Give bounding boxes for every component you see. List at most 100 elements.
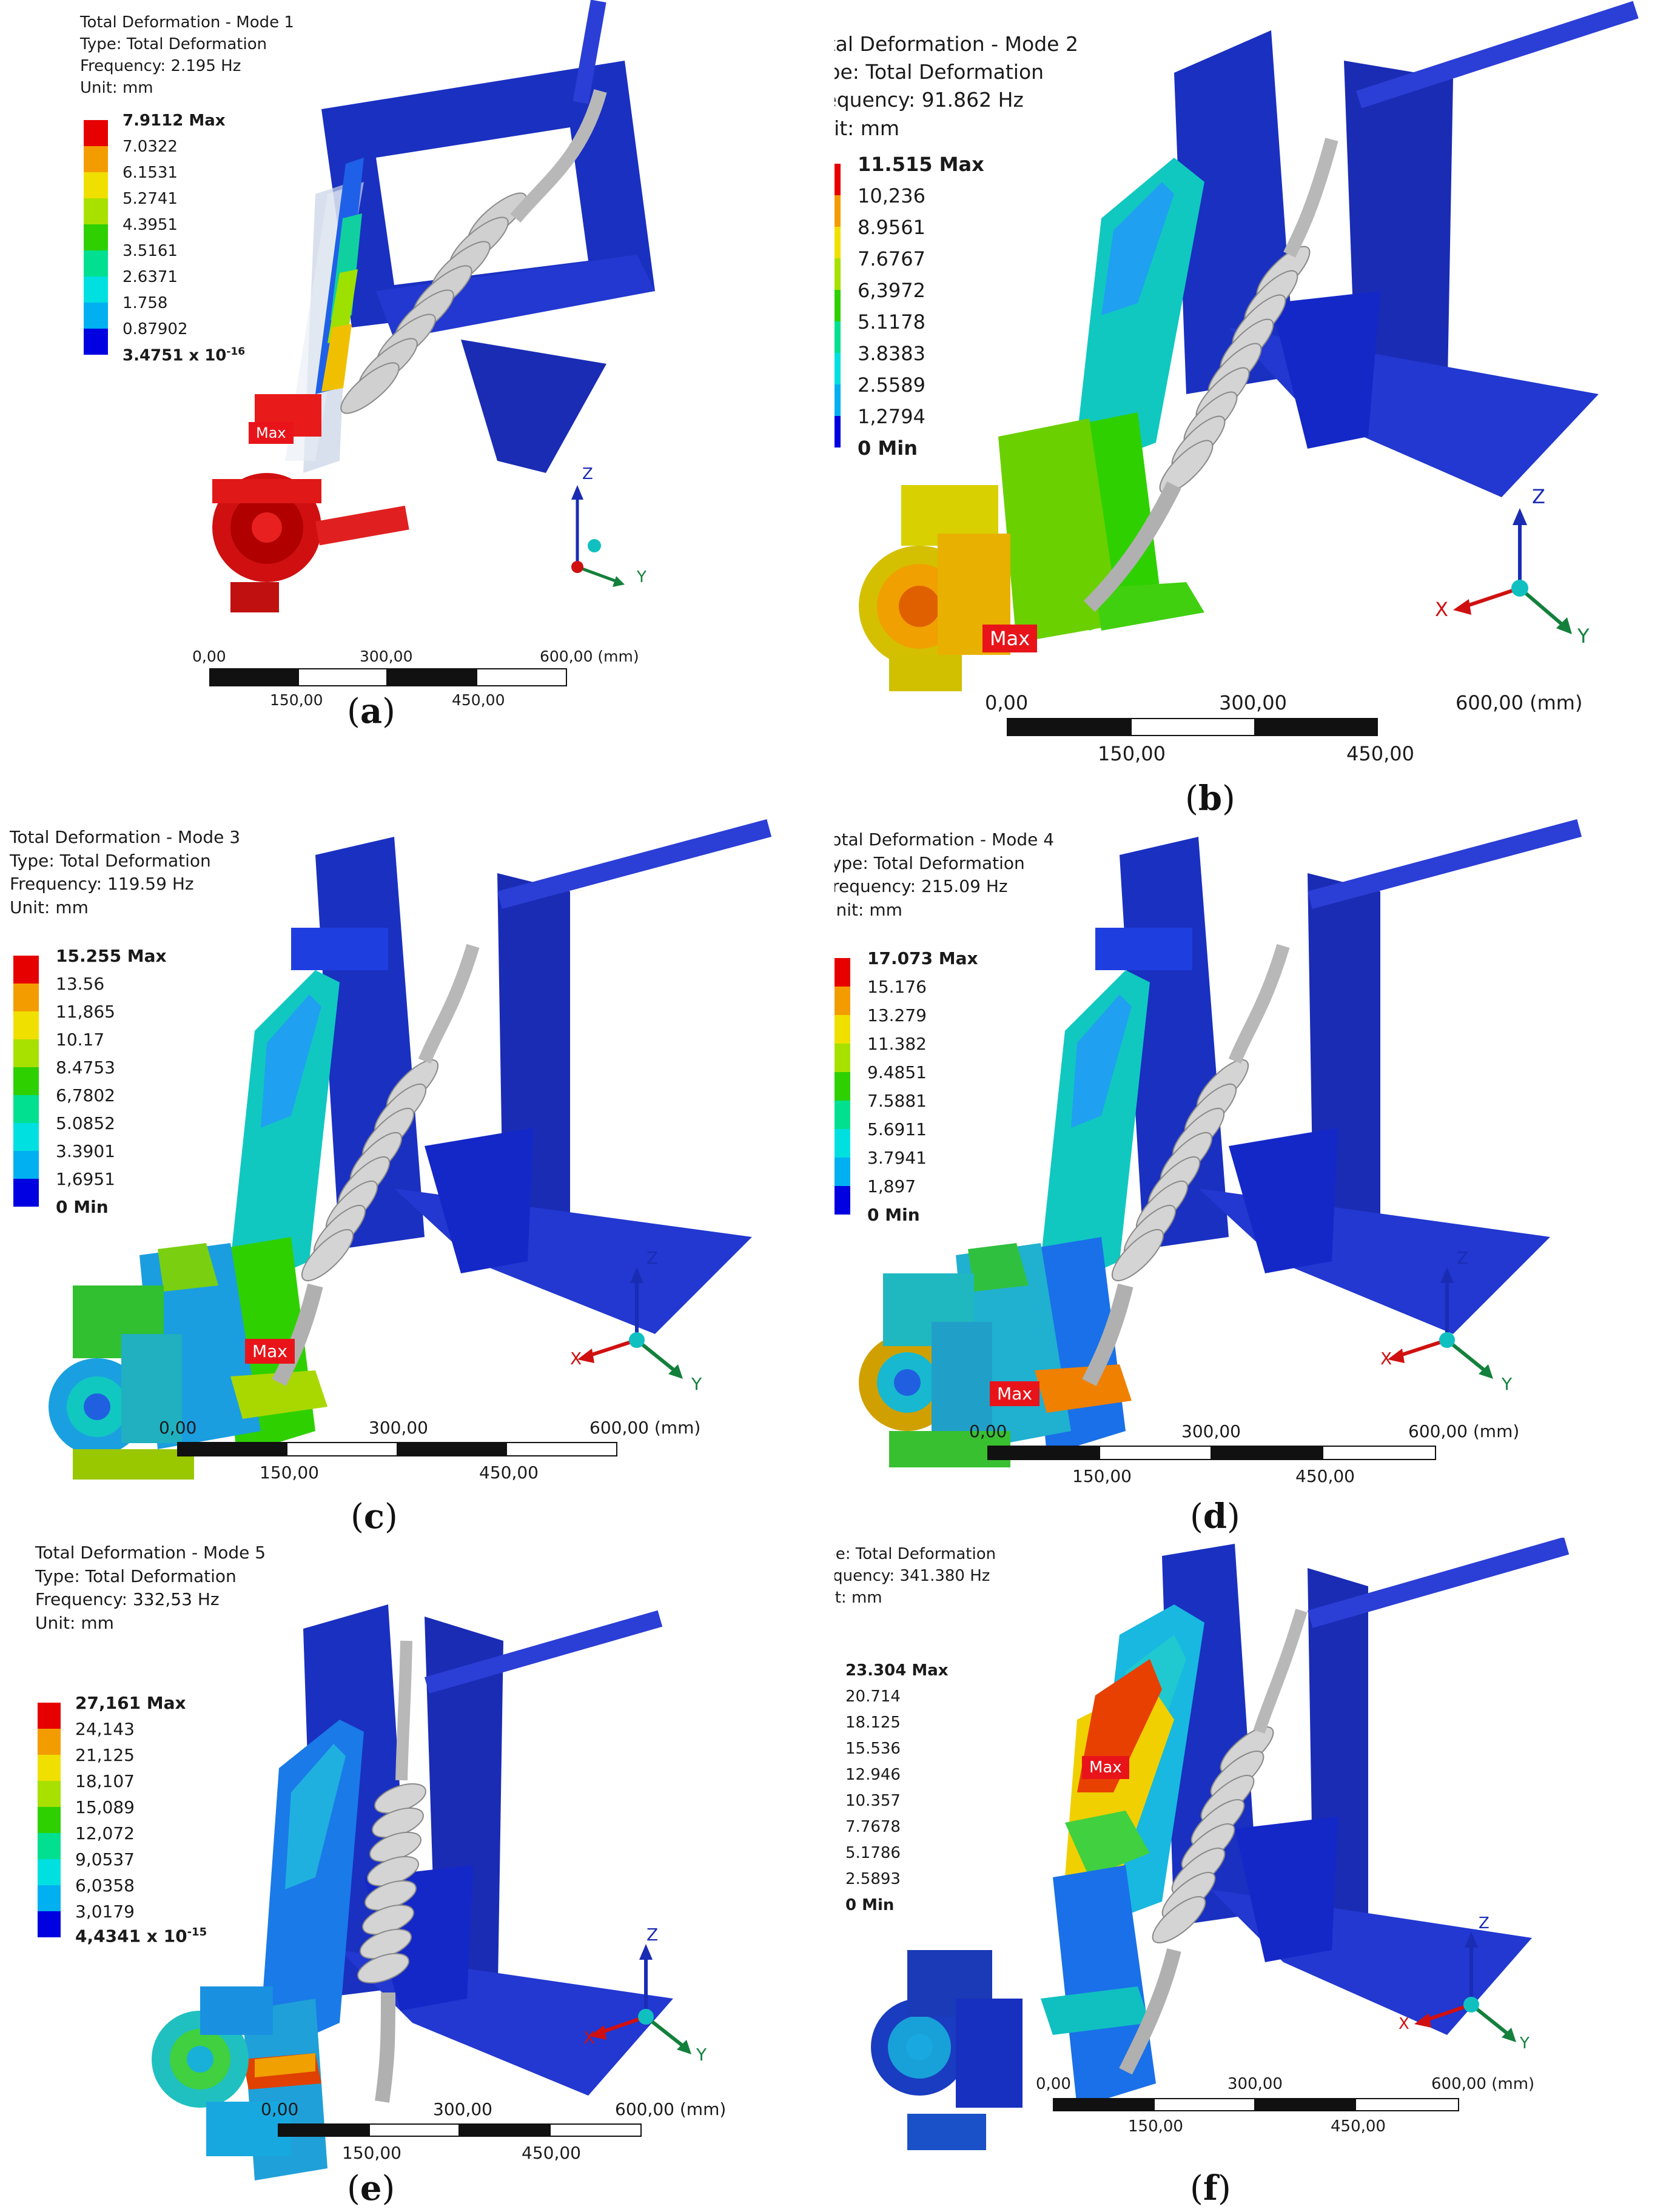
legend-label: 1.758 [123, 294, 168, 312]
mode-2-deformation-render [859, 1, 1639, 691]
coil-spring [301, 1059, 439, 1282]
result-info: Total Deformation - Mode 3 Type: Total D… [10, 826, 240, 920]
scale-bar: 0,00 300,00 600,00 (mm) 150,00 450,00 [1036, 2075, 1534, 2154]
legend-label: 1,6951 [56, 1169, 115, 1189]
legend-label: 6,3972 [858, 279, 925, 302]
triad-axes: Z Y [571, 465, 646, 587]
result-info: Total Deformation - Mode 4 Type: Total D… [834, 828, 1054, 922]
result-frequency: Frequency: 91.862 Hz [834, 88, 1024, 112]
mode-6-deformation-render [871, 1538, 1570, 2150]
legend-label: 21,125 [75, 1745, 135, 1765]
legend-label: 6.1531 [123, 164, 178, 182]
wheel-hub [871, 1950, 1023, 2150]
legend-label: 11.515 Max [858, 153, 984, 176]
triad-axes: Z X Y [583, 1926, 707, 2065]
scale-tick: 600,00 (mm) [615, 2099, 727, 2119]
result-type: Type: Total Deformation [10, 850, 211, 871]
panel-mode-4: Total Deformation - Mode 4 Type: Total D… [834, 800, 1669, 1538]
legend-label: 15.176 [867, 977, 927, 997]
result-info: Total Deformation - Mode 6 Type: Total D… [834, 1538, 1023, 1609]
result-unit: Unit: mm [834, 899, 902, 920]
max-marker: Max [982, 625, 1038, 652]
scale-tick: 150,00 [260, 1463, 319, 1483]
scale-tick: 150,00 [342, 2143, 401, 2163]
subfigure-caption: (d) [1190, 1496, 1240, 1537]
deformed-strut [315, 158, 364, 394]
mode-5-deformation-render [152, 1604, 673, 2180]
wheel-hub [859, 485, 1010, 691]
legend-min-label: 3.4751 x 10-16 [123, 346, 246, 365]
legend-label: 6,7802 [56, 1085, 115, 1105]
scale-tick: 300,00 [1219, 691, 1287, 714]
result-info: Total Deformation - Mode 2 Type: Total D… [834, 30, 1078, 142]
panel-mode-3: Total Deformation - Mode 3 Type: Total D… [0, 800, 834, 1538]
scale-tick: 0,00 [985, 691, 1029, 714]
subfigure-caption: (a) [347, 691, 396, 731]
result-title: Total Deformation - Mode 1 [80, 13, 294, 32]
legend-label: 13.56 [56, 974, 105, 994]
legend-label: 7.0322 [123, 138, 178, 156]
result-title: Total Deformation - Mode 4 [834, 830, 1055, 850]
scale-tick: 600,00 (mm) [589, 1418, 701, 1438]
panel-mode-1: Total Deformation - Mode 1 Type: Total D… [0, 0, 834, 737]
legend-label: 2.6371 [123, 268, 178, 286]
scale-tick: 600,00 (mm) [1431, 2075, 1535, 2093]
scale-bar-bottom-ticks: 150,00 450,00 [1007, 742, 1414, 773]
control-arm [998, 158, 1204, 643]
result-frequency: Frequency: 341.380 Hz [834, 1566, 990, 1585]
scale-tick: 600,00 (mm) [1408, 1421, 1520, 1441]
mounting-bracket [1174, 1, 1639, 497]
legend-label: 12,072 [75, 1823, 135, 1843]
scale-tick: 0,00 [159, 1418, 197, 1438]
result-info: Total Deformation - Mode 1 Type: Total D… [80, 12, 294, 99]
scale-tick: 450,00 [1346, 742, 1414, 765]
legend-label: 11,865 [56, 1002, 115, 1022]
legend-label: 6,0358 [75, 1875, 135, 1895]
axis-z-label: Z [646, 1249, 658, 1268]
axis-y-label: Y [1519, 2034, 1530, 2053]
panel-mode-5: Total Deformation - Mode 5 Type: Total D… [0, 1538, 834, 2212]
triad-axes: Z X Y [1380, 1249, 1513, 1394]
legend-label: 9.4851 [867, 1062, 927, 1082]
result-title: Total Deformation - Mode 5 [35, 1543, 266, 1563]
scale-tick: 450,00 [479, 1463, 539, 1483]
subfigure-caption: (b) [1185, 779, 1235, 819]
result-unit: Unit: mm [10, 897, 89, 917]
scale-tick: 0,00 [261, 2099, 299, 2119]
scale-tick: 300,00 [360, 648, 413, 665]
legend-label: 0 Min [867, 1205, 920, 1225]
scale-tick: 450,00 [1295, 1466, 1355, 1486]
scale-tick: 300,00 [369, 1418, 428, 1438]
axis-x-label: X [583, 2028, 595, 2048]
scale-bar: 0,00 300,00 600,00 (mm) 150,00 450,00 [159, 1418, 700, 1496]
legend-label: 5.1178 [858, 310, 925, 333]
scale-bar: 0,00 300,00 600,00 (mm) [985, 691, 1582, 737]
scale-tick: 300,00 [1181, 1421, 1241, 1441]
color-legend: 15.255 Max 13.56 11,865 10.17 8.4753 6,7… [13, 946, 207, 1235]
legend-label: 3.3901 [56, 1141, 115, 1161]
scale-tick: 0,00 [192, 648, 226, 665]
panel-mode-2: Total Deformation - Mode 2 Type: Total D… [834, 0, 1669, 737]
result-type: Type: Total Deformation [834, 60, 1044, 84]
result-frequency: Frequency: 119.59 Hz [10, 874, 194, 894]
legend-label: 3.8383 [858, 342, 925, 365]
panel-mode-6: Total Deformation - Mode 6 Type: Total D… [834, 1538, 1669, 2212]
coil-spring [1152, 1726, 1274, 1943]
scale-tick: 300,00 [1227, 2075, 1283, 2093]
axis-y-label: Y [636, 568, 646, 586]
legend-label: 15,089 [75, 1797, 135, 1817]
mode-1-deformation-render [212, 0, 655, 612]
legend-label: 13.279 [867, 1005, 927, 1025]
scale-bar: 0,00 300,00 600,00 (mm) 150,00 450,00 [261, 2099, 726, 2178]
color-legend: 27,161 Max 24,143 21,125 18,107 15,089 1… [38, 1693, 244, 1957]
result-frequency: Frequency: 2.195 Hz [80, 56, 241, 75]
legend-label: 17.073 Max [867, 948, 978, 968]
result-unit: Unit: mm [834, 116, 900, 140]
legend-label: 3.5161 [123, 242, 178, 260]
scale-tick: 150,00 [270, 691, 323, 709]
legend-label: 27,161 Max [75, 1693, 186, 1713]
result-info: Total Deformation - Mode 5 Type: Total D… [35, 1541, 266, 1635]
subfigure-caption: (f) [1190, 2168, 1231, 2208]
axis-y-label: Y [1501, 1374, 1513, 1394]
legend-label: 20.714 [845, 1687, 901, 1706]
